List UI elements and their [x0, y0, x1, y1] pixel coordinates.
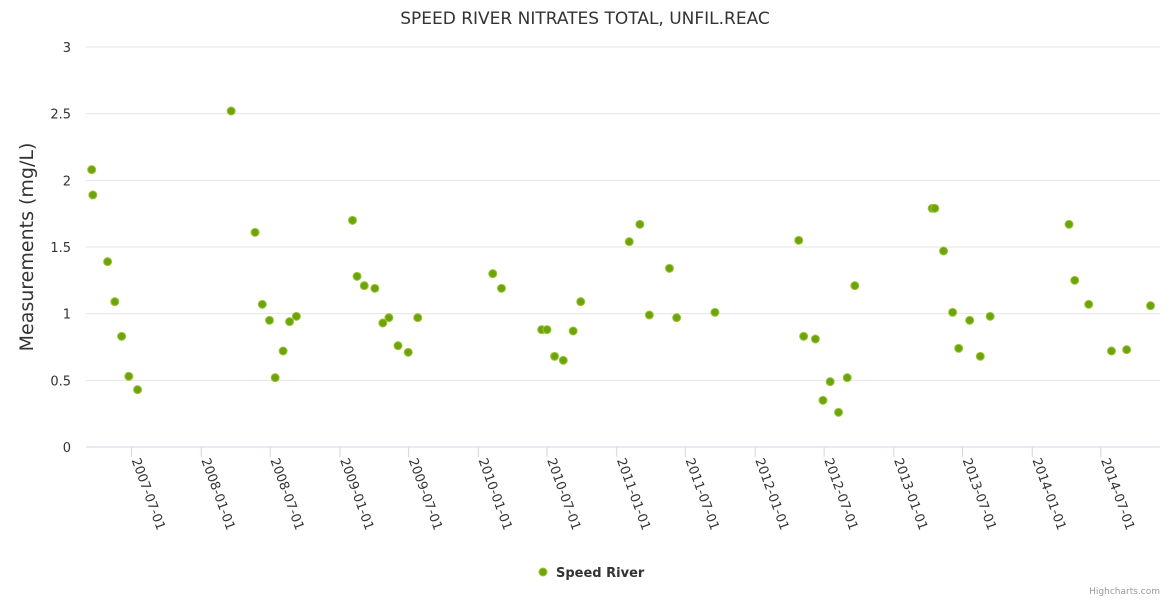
data-point[interactable]	[635, 219, 645, 229]
y-tick-label: 0	[63, 441, 71, 456]
data-point[interactable]	[954, 343, 964, 353]
data-point[interactable]	[930, 203, 940, 213]
data-point[interactable]	[370, 283, 380, 293]
y-axis-ticks: 0 0.5 1 1.5 2 2.5 3	[50, 41, 71, 456]
data-point[interactable]	[1064, 219, 1074, 229]
data-point[interactable]	[825, 377, 835, 387]
data-point[interactable]	[226, 106, 236, 116]
legend-marker	[538, 567, 548, 577]
data-point[interactable]	[250, 227, 260, 237]
data-point[interactable]	[278, 346, 288, 356]
legend-item-speed-river[interactable]: Speed River	[556, 566, 645, 581]
data-point[interactable]	[576, 297, 586, 307]
data-point[interactable]	[624, 237, 634, 247]
data-points	[87, 106, 1156, 417]
data-point[interactable]	[264, 315, 274, 325]
data-point[interactable]	[834, 407, 844, 417]
y-tick-label: 2.5	[50, 108, 71, 123]
data-point[interactable]	[568, 326, 578, 336]
credits-link[interactable]: Highcharts.com	[1089, 587, 1160, 597]
data-point[interactable]	[103, 257, 113, 267]
data-point[interactable]	[352, 271, 362, 281]
legend[interactable]: Speed River	[538, 566, 645, 581]
data-point[interactable]	[488, 269, 498, 279]
data-point[interactable]	[850, 281, 860, 291]
data-point[interactable]	[378, 318, 388, 328]
data-point[interactable]	[359, 281, 369, 291]
data-point[interactable]	[644, 310, 654, 320]
data-point[interactable]	[88, 190, 98, 200]
data-point[interactable]	[1106, 346, 1116, 356]
data-point[interactable]	[975, 351, 985, 361]
data-point[interactable]	[664, 263, 674, 273]
data-point[interactable]	[270, 373, 280, 383]
data-point[interactable]	[1146, 301, 1156, 311]
data-point[interactable]	[403, 347, 413, 357]
data-point[interactable]	[810, 334, 820, 344]
data-point[interactable]	[257, 299, 267, 309]
data-point[interactable]	[413, 313, 423, 323]
data-point[interactable]	[291, 311, 301, 321]
y-tick-label: 2	[63, 174, 71, 189]
data-point[interactable]	[285, 317, 295, 327]
data-point[interactable]	[393, 341, 403, 351]
y-tick-label: 1.5	[50, 241, 71, 256]
data-point[interactable]	[794, 235, 804, 245]
data-point[interactable]	[965, 315, 975, 325]
chart-title: SPEED RIVER NITRATES TOTAL, UNFIL.REAC	[400, 9, 770, 29]
data-point[interactable]	[1070, 275, 1080, 285]
data-point[interactable]	[672, 313, 682, 323]
data-point[interactable]	[496, 283, 506, 293]
y-axis-title: Measurements (mg/L)	[16, 143, 38, 352]
data-point[interactable]	[550, 351, 560, 361]
data-point[interactable]	[558, 355, 568, 365]
data-point[interactable]	[948, 307, 958, 317]
data-point[interactable]	[133, 385, 143, 395]
data-point[interactable]	[1084, 299, 1094, 309]
data-point[interactable]	[348, 215, 358, 225]
data-point[interactable]	[1122, 345, 1132, 355]
data-point[interactable]	[710, 307, 720, 317]
y-tick-label: 0.5	[50, 374, 71, 389]
data-point[interactable]	[939, 246, 949, 256]
y-tick-label: 3	[63, 41, 71, 56]
data-point[interactable]	[799, 331, 809, 341]
data-point[interactable]	[842, 373, 852, 383]
data-point[interactable]	[384, 313, 394, 323]
data-point[interactable]	[124, 371, 134, 381]
data-point[interactable]	[117, 331, 127, 341]
data-point[interactable]	[818, 395, 828, 405]
data-point[interactable]	[110, 297, 120, 307]
data-point[interactable]	[87, 165, 97, 175]
data-point[interactable]	[542, 325, 552, 335]
y-tick-label: 1	[63, 308, 71, 323]
data-point[interactable]	[985, 311, 995, 321]
grid-lines	[86, 46, 1160, 381]
